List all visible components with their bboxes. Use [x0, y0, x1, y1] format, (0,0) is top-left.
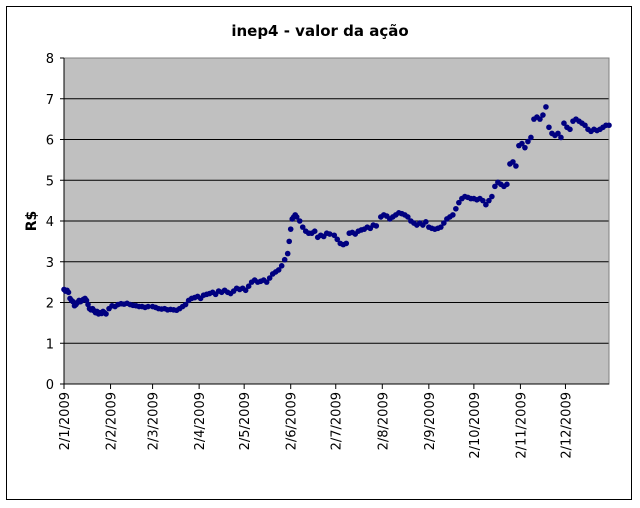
data-point: [441, 220, 447, 226]
y-tick-label: 2: [46, 297, 54, 312]
data-point: [453, 205, 459, 212]
data-point: [242, 287, 249, 294]
data-point: [331, 232, 338, 239]
data-point: [438, 224, 444, 230]
data-point: [275, 267, 282, 273]
data-point: [182, 301, 189, 308]
data-point: [145, 303, 151, 310]
data-point: [266, 275, 273, 281]
x-tick-label: 2/5/2009: [238, 392, 253, 450]
data-point: [525, 138, 531, 145]
data-point: [510, 159, 516, 165]
data-point: [567, 126, 573, 133]
x-tick-label: 2/9/2009: [423, 392, 438, 450]
data-point: [263, 279, 270, 285]
data-point: [537, 116, 543, 122]
data-point: [606, 122, 612, 129]
data-point: [555, 130, 561, 137]
data-point: [546, 124, 552, 131]
data-point: [540, 112, 546, 118]
data-point: [513, 163, 519, 169]
data-point: [326, 231, 333, 237]
data-point: [284, 250, 291, 257]
chart-title: inep4 - valor da ação: [231, 22, 408, 40]
data-point: [245, 283, 252, 290]
x-tick-label: 2/8/2009: [376, 392, 391, 450]
data-point: [278, 263, 285, 269]
data-point: [103, 311, 109, 317]
data-point: [311, 228, 318, 234]
plot-area: 0 1 2 3 4 5 6 7 8 2/1/2009 2/2/2009 2/3/2009 2/4/200…: [46, 52, 612, 459]
x-tick-label: 2/2/2009: [105, 392, 120, 450]
data-point: [450, 212, 456, 218]
data-point: [522, 144, 528, 151]
data-point: [489, 193, 495, 200]
y-tick-label: 7: [46, 93, 54, 108]
data-point: [486, 197, 492, 204]
y-tick-label: 1: [46, 337, 54, 352]
x-tick-label: 2/6/2009: [285, 392, 300, 450]
data-point: [558, 134, 564, 141]
data-point: [561, 120, 567, 126]
x-tick-label: 2/4/2009: [193, 392, 208, 450]
data-point: [299, 224, 306, 230]
y-tick-label: 6: [46, 134, 54, 149]
y-tick-label: 3: [46, 256, 54, 271]
data-point: [334, 236, 341, 243]
y-axis-label: R$: [24, 211, 40, 232]
y-tick-label: 8: [46, 52, 54, 67]
y-tick-label: 5: [46, 174, 54, 189]
data-point: [504, 181, 510, 188]
data-point: [582, 122, 588, 129]
x-tick-label: 2/3/2009: [147, 392, 162, 450]
x-tick-label: 2/12/2009: [559, 392, 574, 459]
y-tick-label: 0: [46, 378, 54, 393]
y-tick-label: 4: [46, 215, 54, 230]
data-point: [286, 238, 293, 245]
data-point: [423, 219, 429, 225]
x-tick-label: 2/7/2009: [330, 392, 345, 450]
data-point: [519, 140, 525, 147]
data-point: [281, 256, 288, 263]
data-point: [483, 201, 489, 208]
data-point: [293, 214, 300, 220]
data-point: [405, 214, 411, 220]
data-point: [65, 289, 72, 296]
data-point: [492, 183, 498, 190]
x-tick-label: 2/11/2009: [514, 392, 529, 459]
data-point: [528, 134, 534, 141]
data-point: [343, 240, 350, 247]
data-point: [543, 104, 549, 110]
data-point: [456, 199, 462, 206]
data-point: [480, 197, 486, 204]
x-tick-label: 2/10/2009: [468, 392, 483, 459]
data-point: [373, 223, 380, 229]
data-point: [287, 226, 294, 232]
x-tick-label: 2/1/2009: [58, 392, 73, 450]
data-point: [296, 218, 303, 224]
